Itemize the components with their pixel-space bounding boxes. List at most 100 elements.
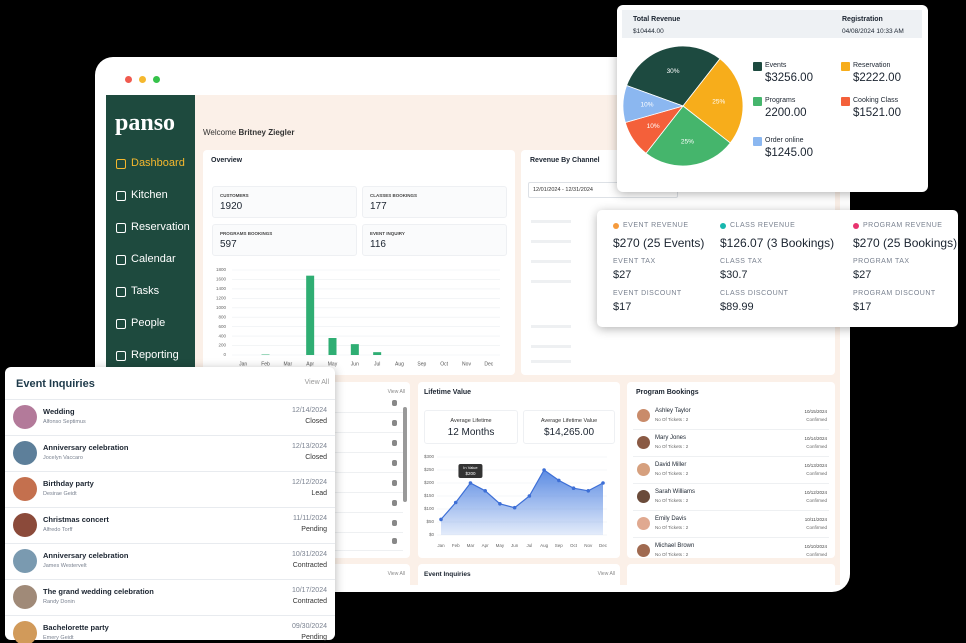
inquiry-date: 12/12/2024 <box>291 479 327 486</box>
placeholder-line <box>531 240 571 243</box>
inquiry-status: Pending <box>301 526 327 533</box>
row-divider <box>5 579 335 580</box>
legend-name: Programs <box>765 97 796 104</box>
card-title: Event Inquiries <box>424 571 471 578</box>
booking-status: Confirmed <box>806 552 827 557</box>
slice-label: 30% <box>667 68 680 75</box>
view-all: View All <box>597 571 615 577</box>
inquiry-person: James Westervelt <box>43 563 87 569</box>
inquiry-date: 12/13/2024 <box>291 443 327 450</box>
x-tick-label: Jan <box>437 543 445 548</box>
inquiry-person: Desirae Geidt <box>43 491 77 497</box>
x-tick-label: Nov <box>462 361 471 367</box>
legend-swatch <box>753 137 762 146</box>
view-all: View All <box>387 389 405 395</box>
legend-swatch <box>753 62 762 71</box>
label: CLASS DISCOUNT <box>720 290 789 297</box>
stat-box: EVENT INQUIRY 116 <box>362 224 507 256</box>
inquiry-person: Jocelyn Vaccaro <box>43 455 83 461</box>
avatar <box>637 463 650 476</box>
legend-swatch <box>841 62 850 71</box>
label: PROGRAM DISCOUNT <box>853 290 936 297</box>
stat-label: EVENT INQUIRY <box>370 231 405 236</box>
booking-name: Michael Brown <box>655 543 695 549</box>
x-tick-label: Oct <box>570 543 578 548</box>
y-tick-label: $100 <box>424 506 435 511</box>
y-tick-label: 1800 <box>216 267 227 272</box>
point <box>498 502 502 506</box>
booking-tickets: No Of Tickets : 2 <box>655 417 689 422</box>
placeholder-line <box>531 280 571 283</box>
x-tick-label: Feb <box>452 543 460 548</box>
row-divider <box>5 471 335 472</box>
label: PROGRAM TAX <box>853 258 910 265</box>
stat-label: Average Lifetime Value <box>540 418 598 424</box>
x-tick-label: Sep <box>555 543 564 548</box>
avatar <box>637 436 650 449</box>
stat-box: Average Lifetime 12 Months <box>424 410 518 444</box>
avatar <box>13 405 37 429</box>
booking-date: 10/12/2024 <box>804 490 827 495</box>
avatar <box>637 517 650 530</box>
value: $270 (25 Bookings) <box>853 236 958 250</box>
nav-icon <box>116 255 126 265</box>
placeholder-line <box>531 260 571 263</box>
booking-status: Confirmed <box>806 444 827 449</box>
y-tick-label: 200 <box>218 343 226 348</box>
legend-name: Reservation <box>853 62 891 69</box>
bar <box>350 344 359 355</box>
program-bookings-card: Program Bookings Ashley Taylor No Of Ticke… <box>627 382 835 565</box>
point <box>601 481 605 485</box>
pie-slice <box>645 105 731 167</box>
booking-status: Confirmed <box>806 417 827 422</box>
booking-name: Sarah Williams <box>655 489 696 495</box>
placeholder-line <box>531 325 571 328</box>
point <box>453 500 458 505</box>
pie-slice <box>682 58 744 144</box>
dot <box>720 223 726 229</box>
row-icon <box>392 420 397 426</box>
point <box>483 489 487 493</box>
chart: 30% 25% 25% 10% 10% <box>622 45 744 167</box>
avatar <box>13 585 37 609</box>
slice-label: 25% <box>712 98 725 105</box>
bar <box>373 352 382 355</box>
revenue-detail-popup: EVENT REVENUE $270 (25 Events) EVENT TAX $2… <box>597 210 958 327</box>
inquiry-title: Anniversary celebration <box>43 443 129 452</box>
stat-label: CUSTOMERS <box>220 193 249 198</box>
value: $17 <box>613 301 632 313</box>
legend-amount: $1245.00 <box>765 147 813 159</box>
nav-item: People <box>131 317 166 329</box>
booking-status: Confirmed <box>806 525 827 530</box>
nav-icon <box>116 191 126 201</box>
stat-label: Average Lifetime <box>450 418 492 424</box>
point <box>527 494 532 498</box>
booking-status: Confirmed <box>806 498 827 503</box>
inquiry-status: Closed <box>305 454 327 461</box>
inquiry-status: Pending <box>301 634 327 641</box>
booking-tickets: No Of Tickets : 2 <box>655 498 689 503</box>
total-revenue-popup: Total Revenue $10444.00 Registration 04/08/… <box>617 5 928 192</box>
nav-icon <box>116 223 126 233</box>
x-tick-label: Dec <box>484 361 493 367</box>
inquiry-date: 11/11/2024 <box>293 515 327 522</box>
x-tick-label: Jul <box>526 543 532 548</box>
stat-value: $14,265.00 <box>543 427 595 438</box>
y-tick-label: $0 <box>429 532 435 537</box>
inquiry-title: Christmas concert <box>43 515 109 524</box>
inquiry-date: 12/14/2024 <box>291 407 327 414</box>
line <box>440 469 604 520</box>
booking-name: Emily Davis <box>655 516 687 522</box>
y-tick-label: 1400 <box>216 286 227 291</box>
legend-amount: $3256.00 <box>765 72 813 84</box>
label: PROGRAM REVENUE <box>863 222 943 229</box>
slice-label: 25% <box>681 138 694 145</box>
row-divider <box>5 435 335 436</box>
avatar <box>13 621 37 643</box>
y-tick-label: 800 <box>218 314 226 319</box>
bar <box>328 338 337 355</box>
pie-slice <box>622 84 685 124</box>
x-tick-label: Oct <box>440 361 448 367</box>
row-icon <box>392 460 397 466</box>
point <box>586 489 591 493</box>
